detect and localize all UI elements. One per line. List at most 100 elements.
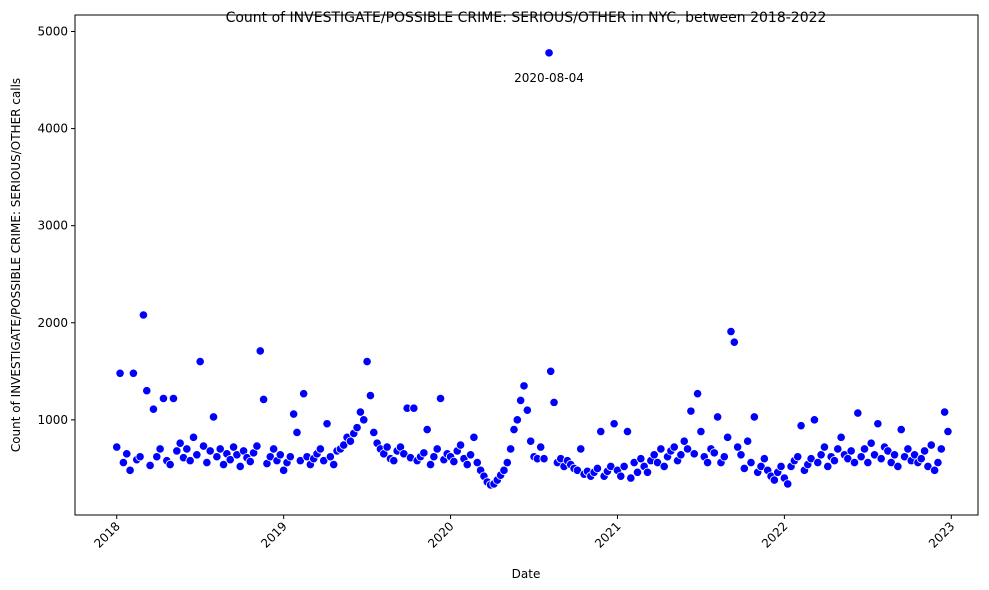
data-point (719, 452, 729, 462)
data-point (886, 457, 896, 468)
data-point (182, 444, 192, 454)
data-point (703, 457, 713, 468)
plot-frame (74, 14, 979, 516)
data-point (192, 450, 202, 460)
data-point (289, 409, 299, 419)
data-point (829, 456, 840, 466)
data-point (175, 438, 185, 448)
data-point (522, 405, 532, 415)
data-point (128, 368, 139, 378)
data-point (622, 426, 633, 437)
data-point (776, 461, 786, 472)
data-point (339, 440, 349, 450)
data-point (202, 457, 212, 468)
data-point (596, 426, 606, 437)
data-point (275, 450, 285, 460)
data-point (859, 444, 870, 454)
data-point (606, 461, 616, 472)
data-point (749, 412, 759, 422)
data-point (255, 346, 265, 356)
data-point (472, 457, 482, 468)
data-point (536, 442, 546, 452)
data-point (279, 465, 289, 475)
data-point (909, 450, 920, 460)
data-point (676, 450, 686, 460)
data-point (796, 421, 806, 431)
y-tick-label: 3000 (37, 219, 68, 233)
x-tick-label: 2022 (759, 519, 790, 550)
data-point (122, 449, 132, 459)
data-point (659, 461, 669, 472)
data-point (506, 444, 516, 454)
data-point (152, 452, 162, 462)
data-point (836, 432, 846, 442)
data-point (455, 440, 466, 450)
data-point (686, 406, 696, 416)
data-point (783, 479, 793, 489)
data-point (544, 48, 554, 58)
data-point (155, 444, 165, 454)
data-point (669, 442, 679, 452)
data-point (218, 459, 229, 470)
data-point (856, 452, 866, 462)
x-tick-label: 2018 (91, 519, 122, 550)
data-point (422, 424, 432, 435)
data-point (512, 415, 522, 425)
data-point (642, 467, 653, 477)
data-point (158, 393, 169, 404)
data-point (736, 450, 746, 460)
data-point (576, 444, 586, 454)
data-point (198, 441, 209, 451)
data-point (652, 457, 663, 468)
data-point (619, 461, 629, 472)
data-point (382, 442, 392, 452)
data-point (632, 467, 643, 477)
data-point (215, 444, 225, 454)
data-point (118, 457, 129, 468)
data-point (846, 446, 856, 456)
data-point (883, 446, 893, 456)
x-tick-label: 2019 (258, 519, 289, 550)
data-point (142, 386, 152, 396)
data-point (899, 452, 910, 462)
data-point (539, 454, 549, 464)
data-point (682, 444, 693, 454)
data-point (849, 457, 860, 468)
data-point (656, 444, 666, 454)
data-point (115, 368, 125, 378)
data-point (769, 475, 779, 485)
data-point (592, 463, 603, 473)
data-point (168, 393, 179, 404)
data-point (245, 457, 255, 467)
data-point (425, 459, 436, 470)
data-point (923, 461, 933, 472)
data-point (816, 450, 826, 460)
data-point (863, 457, 873, 468)
data-point (809, 415, 820, 425)
data-point (572, 465, 583, 475)
x-axis-label: Date (512, 567, 541, 581)
data-point (549, 397, 559, 407)
data-point (188, 432, 199, 442)
data-point (626, 473, 636, 483)
y-tick-label: 2000 (37, 316, 68, 330)
data-point (793, 452, 803, 462)
data-point (873, 419, 883, 429)
data-point (112, 442, 122, 452)
data-point (679, 436, 689, 446)
x-tick-label: 2023 (926, 519, 957, 550)
data-point (930, 465, 940, 475)
data-point (649, 450, 659, 460)
data-point (889, 450, 900, 460)
data-point (355, 407, 366, 417)
data-point (432, 444, 442, 454)
data-point (869, 450, 880, 460)
data-point (729, 337, 739, 347)
data-point (616, 471, 626, 481)
annotation: 2020-08-04 (514, 71, 584, 85)
data-point (269, 444, 279, 454)
data-point (365, 390, 376, 401)
data-point (746, 457, 756, 468)
data-point (449, 457, 459, 467)
